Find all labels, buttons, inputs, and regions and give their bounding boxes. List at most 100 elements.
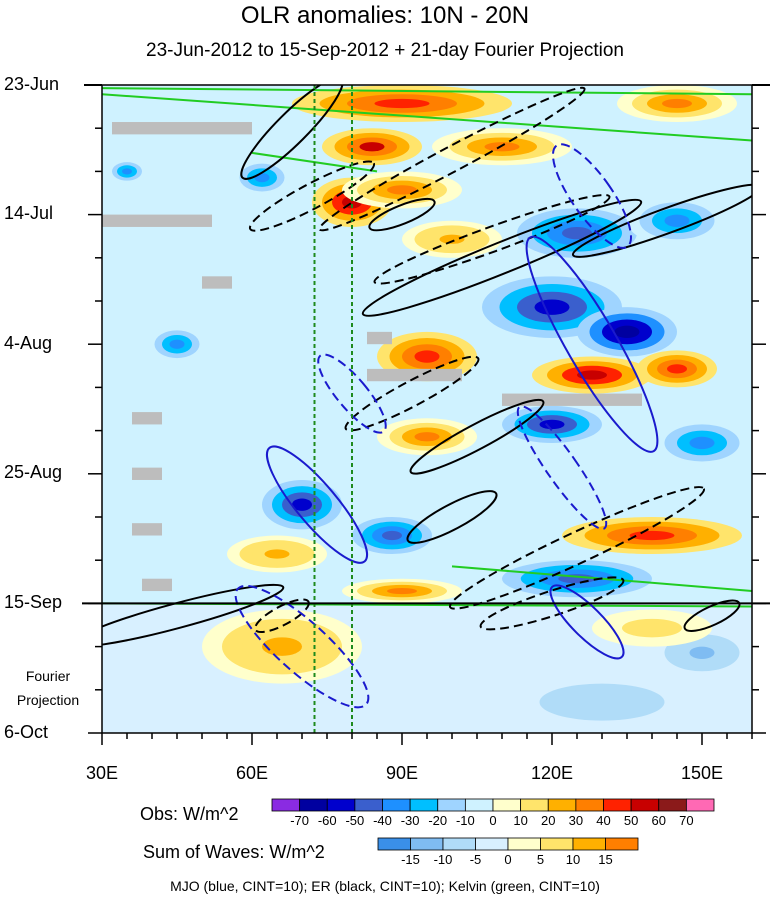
missing-data-block bbox=[502, 393, 642, 406]
y-tick-label: 23-Jun bbox=[4, 74, 60, 94]
anomaly-cell bbox=[387, 587, 417, 595]
mjo-contour bbox=[234, 584, 370, 709]
colorbar-swatch bbox=[299, 798, 328, 812]
projection-label-line1: Fourier bbox=[25, 668, 71, 684]
colorbar-tick-label: 0 bbox=[489, 813, 497, 828]
mjo-contour bbox=[549, 584, 625, 660]
colorbar-swatch bbox=[271, 798, 301, 812]
x-tick-label: 150E bbox=[680, 763, 724, 783]
colorbar-swatch bbox=[605, 837, 639, 851]
y-tick-label: 6-Oct bbox=[4, 722, 49, 742]
colorbar-tick-label: -60 bbox=[317, 813, 337, 828]
projection-field bbox=[202, 609, 752, 734]
er-contour bbox=[479, 576, 625, 631]
obs-field bbox=[107, 85, 752, 604]
wave-contours bbox=[102, 85, 752, 709]
colorbar-tick-label: 0 bbox=[504, 852, 512, 867]
colorbar-swatch bbox=[377, 837, 411, 851]
colorbar-swatch bbox=[410, 837, 444, 851]
anomaly-cell bbox=[262, 637, 302, 656]
kelvin-contour bbox=[102, 87, 752, 96]
anomaly-cell bbox=[292, 498, 312, 511]
anomaly-cell bbox=[577, 370, 607, 380]
anomaly-cell bbox=[667, 364, 687, 374]
anomaly-cell bbox=[562, 226, 592, 240]
missing-data-block bbox=[367, 331, 392, 345]
colorbar-tick-label: -20 bbox=[428, 813, 448, 828]
colorbar-swatch bbox=[572, 837, 606, 851]
x-tick-label: 30E bbox=[85, 763, 119, 783]
anomaly-cell bbox=[254, 172, 270, 183]
anomaly-cell bbox=[637, 623, 667, 633]
colorbar-tick-label: 30 bbox=[568, 813, 584, 828]
missing-data-block bbox=[102, 214, 212, 227]
y-tick-label: 15-Sep bbox=[4, 592, 63, 612]
missing-data-block bbox=[132, 467, 162, 480]
mjo-contour bbox=[516, 405, 608, 530]
anomaly-cell bbox=[539, 419, 565, 430]
anomaly-cell bbox=[414, 432, 440, 442]
er-contour bbox=[406, 490, 498, 544]
anomaly-cell bbox=[439, 234, 465, 244]
anomaly-cell bbox=[359, 142, 385, 152]
colorbar-tick-label: 15 bbox=[598, 852, 613, 867]
colorbar-swatch bbox=[658, 798, 687, 812]
x-tick-label: 60E bbox=[235, 763, 269, 783]
anomaly-cell bbox=[122, 168, 132, 175]
er-contour bbox=[240, 85, 344, 180]
colorbar-tick-label: 50 bbox=[623, 813, 639, 828]
missing-data-block bbox=[142, 578, 172, 592]
anomaly-cell bbox=[664, 214, 690, 227]
colorbar-tick-label: 10 bbox=[513, 813, 528, 828]
colorbar-swatch bbox=[547, 798, 577, 812]
er-contour bbox=[361, 198, 643, 317]
er-contour bbox=[248, 160, 376, 232]
colorbar-swatch bbox=[354, 798, 383, 812]
colorbar-tick-label: -30 bbox=[400, 813, 420, 828]
projection-label-line2: Projection bbox=[16, 692, 80, 708]
er-contour bbox=[571, 183, 752, 258]
anomaly-cell bbox=[662, 98, 692, 109]
colorbar-swatch bbox=[507, 837, 541, 851]
colorbar-tick-label: -5 bbox=[469, 852, 482, 867]
anomaly-cell bbox=[570, 692, 634, 712]
missing-data-block bbox=[202, 276, 232, 289]
y-tick-label: 25-Aug bbox=[4, 462, 63, 482]
anomaly-cell bbox=[689, 646, 715, 659]
er-contour bbox=[409, 398, 545, 475]
missing-data-block bbox=[132, 523, 162, 536]
missing-data-block bbox=[112, 122, 252, 135]
er-contour bbox=[368, 197, 436, 232]
anomaly-cell bbox=[264, 549, 290, 559]
colorbar-tick-label: -10 bbox=[433, 852, 453, 867]
er-contour bbox=[344, 355, 480, 432]
anomaly-cell bbox=[614, 325, 640, 339]
x-tick-label: 120E bbox=[530, 763, 574, 783]
missing-data-block bbox=[367, 368, 462, 382]
obs-colorbar-label: Obs: W/m^2 bbox=[140, 804, 239, 824]
colorbar-swatch bbox=[540, 837, 574, 851]
legend-note: MJO (blue, CINT=10); ER (black, CINT=10)… bbox=[170, 878, 600, 894]
colorbar-tick-label: -40 bbox=[373, 813, 392, 828]
colorbar-tick-label: 10 bbox=[565, 852, 581, 867]
colorbar-tick-label: 20 bbox=[541, 813, 556, 828]
colorbar-tick-label: 5 bbox=[536, 852, 545, 867]
missing-data-block bbox=[132, 412, 162, 425]
kelvin-contour bbox=[102, 93, 752, 142]
colorbar-tick-label: -15 bbox=[401, 852, 420, 867]
mjo-contour bbox=[265, 445, 369, 564]
mjo-contour bbox=[525, 235, 659, 453]
colorbar-tick-label: -70 bbox=[290, 813, 310, 828]
x-tick-label: 90E bbox=[385, 763, 419, 783]
anomaly-cell bbox=[534, 299, 570, 315]
anomaly-cell bbox=[387, 185, 417, 195]
colorbar-tick-label: -50 bbox=[345, 813, 365, 828]
colorbar-swatch bbox=[437, 798, 466, 812]
colorbar-swatch bbox=[475, 837, 509, 851]
colorbar-swatch bbox=[603, 798, 632, 812]
er-contour bbox=[373, 193, 611, 285]
colorbar-swatch bbox=[326, 798, 356, 812]
colorbar-tick-label: 60 bbox=[651, 813, 666, 828]
mjo-contour bbox=[551, 143, 633, 249]
